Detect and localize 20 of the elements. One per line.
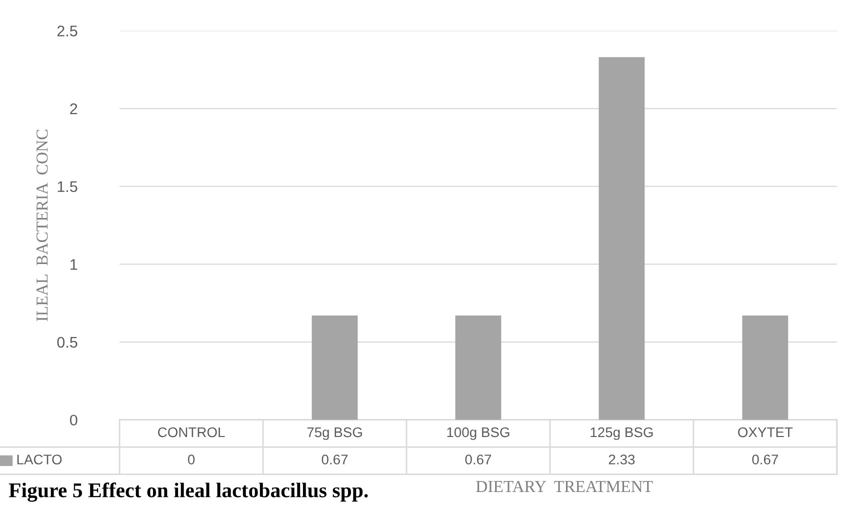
y-tick-label: 1.5	[58, 181, 78, 192]
text: Figure 5 Effect on ileal lactobacillus spp.	[8, 482, 368, 502]
x-tick-label: 100g BSG	[447, 427, 510, 440]
y-tick-label: 2	[70, 103, 78, 114]
data-label: 2.33	[608, 454, 635, 464]
data-label: 0	[188, 454, 195, 464]
y-axis-title: ILEAL BACTERIA CONC	[36, 130, 48, 322]
y-tick-label: 1	[70, 259, 78, 270]
data-label: 0.67	[752, 454, 778, 464]
x-tick-label: OXYTET	[738, 427, 793, 438]
x-tick-label: 75g BSG	[307, 427, 362, 440]
data-label: 0.67	[465, 454, 492, 464]
y-tick-label: 0	[70, 414, 78, 426]
x-axis-title: DIETARY TREATMENT	[476, 480, 653, 492]
x-tick-label: 125g BSG	[590, 427, 653, 440]
legend-label: LACTO	[17, 454, 62, 464]
y-tick-label: 0.5	[57, 336, 78, 348]
y-tick-label: 2.5	[57, 26, 78, 36]
x-tick-label: CONTROL	[158, 427, 225, 438]
data-label: 0.67	[322, 454, 348, 464]
